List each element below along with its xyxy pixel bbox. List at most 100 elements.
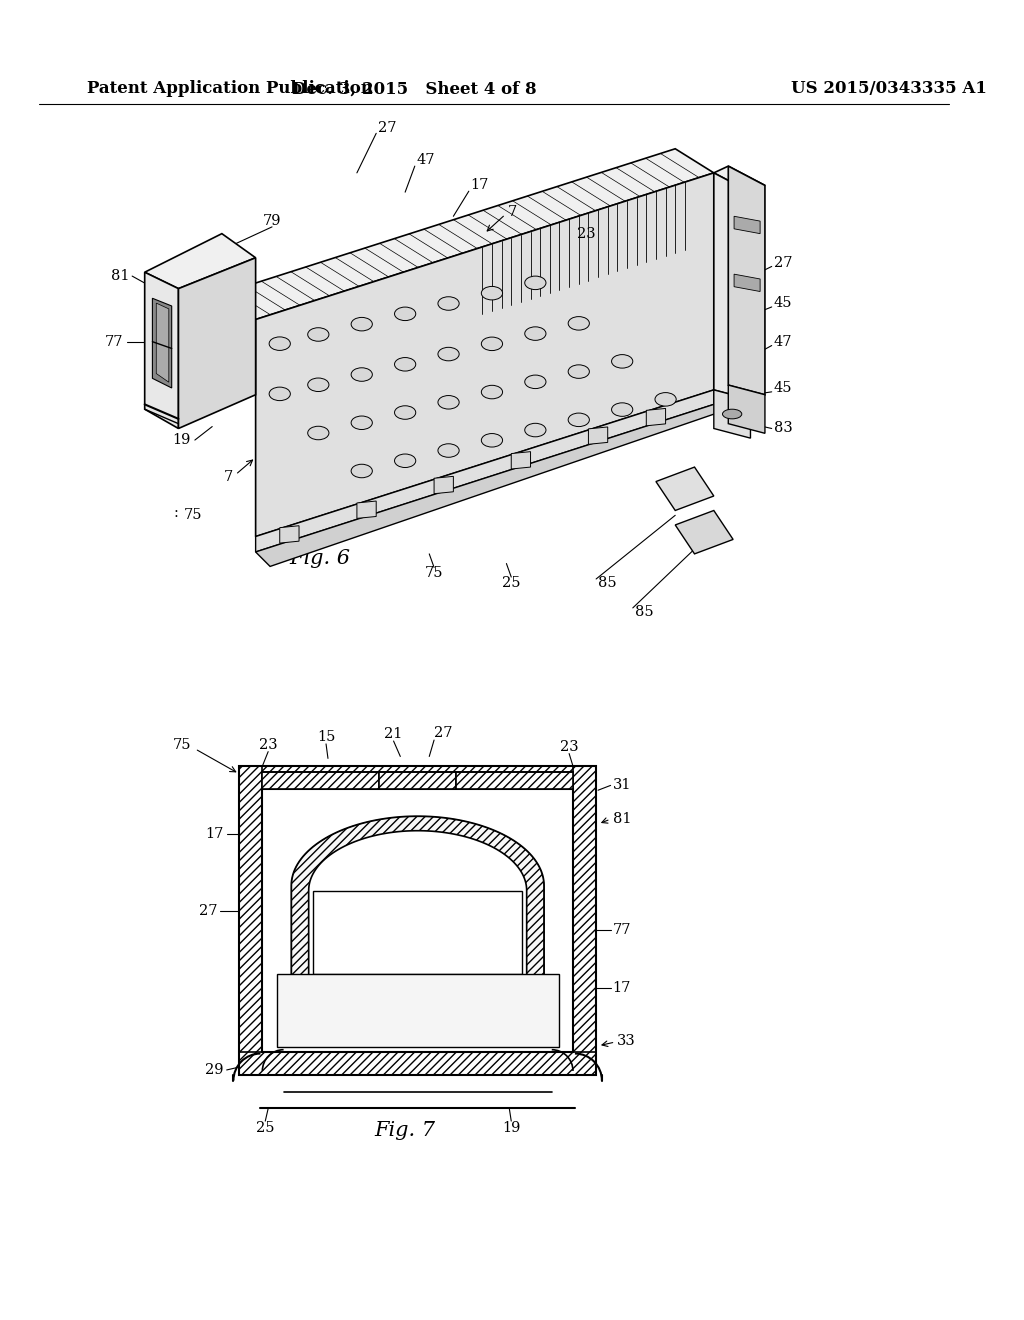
- Text: Fig. 6: Fig. 6: [290, 549, 351, 568]
- Polygon shape: [646, 408, 666, 426]
- Text: 79: 79: [409, 911, 427, 924]
- Polygon shape: [276, 974, 558, 1047]
- Text: Fig. 7: Fig. 7: [375, 1121, 435, 1140]
- Polygon shape: [728, 385, 765, 433]
- Ellipse shape: [351, 317, 373, 331]
- Polygon shape: [457, 772, 573, 789]
- Polygon shape: [714, 389, 751, 438]
- Ellipse shape: [438, 444, 459, 457]
- Text: 17: 17: [206, 826, 224, 841]
- Polygon shape: [714, 166, 765, 193]
- Polygon shape: [262, 772, 379, 789]
- Polygon shape: [144, 234, 256, 289]
- Text: 35: 35: [409, 1003, 427, 1018]
- Text: 31: 31: [612, 779, 631, 792]
- Text: 29: 29: [205, 1063, 224, 1077]
- Polygon shape: [144, 272, 178, 429]
- Polygon shape: [157, 304, 169, 383]
- Text: 47: 47: [417, 153, 435, 168]
- Ellipse shape: [481, 337, 503, 351]
- Ellipse shape: [351, 465, 373, 478]
- Text: 7: 7: [224, 470, 233, 483]
- Text: 45: 45: [773, 381, 793, 395]
- Ellipse shape: [611, 403, 633, 416]
- Ellipse shape: [269, 337, 291, 350]
- Polygon shape: [256, 173, 714, 536]
- Text: 19: 19: [173, 433, 191, 447]
- Text: 79: 79: [263, 214, 282, 228]
- Ellipse shape: [524, 327, 546, 341]
- Ellipse shape: [394, 454, 416, 467]
- Text: 81: 81: [111, 269, 129, 282]
- Text: 23: 23: [577, 227, 596, 240]
- Text: 75: 75: [172, 738, 191, 752]
- Polygon shape: [675, 511, 733, 554]
- Polygon shape: [178, 257, 256, 429]
- Ellipse shape: [524, 375, 546, 388]
- Text: 45: 45: [285, 537, 303, 552]
- Polygon shape: [291, 816, 544, 998]
- Polygon shape: [217, 149, 714, 319]
- Polygon shape: [313, 891, 522, 974]
- Polygon shape: [308, 830, 526, 979]
- Polygon shape: [734, 275, 760, 292]
- Polygon shape: [434, 477, 454, 494]
- Text: 17: 17: [471, 178, 489, 193]
- Polygon shape: [256, 404, 728, 566]
- Text: 21: 21: [384, 727, 402, 742]
- Polygon shape: [256, 389, 714, 552]
- Ellipse shape: [438, 297, 459, 310]
- Text: 23: 23: [259, 738, 278, 752]
- Text: 41: 41: [552, 847, 570, 862]
- Text: 27: 27: [434, 726, 453, 741]
- Text: 27: 27: [378, 120, 396, 135]
- Ellipse shape: [723, 409, 741, 418]
- Ellipse shape: [481, 385, 503, 399]
- Ellipse shape: [394, 358, 416, 371]
- Ellipse shape: [351, 416, 373, 429]
- Text: US 2015/0343335 A1: US 2015/0343335 A1: [791, 81, 987, 98]
- Polygon shape: [656, 467, 714, 511]
- Text: 45: 45: [773, 296, 793, 310]
- Polygon shape: [240, 1052, 596, 1074]
- Text: 85: 85: [635, 605, 653, 619]
- Text: 77: 77: [612, 923, 631, 937]
- Text: 83: 83: [773, 421, 793, 436]
- Text: 7: 7: [507, 206, 517, 219]
- Ellipse shape: [524, 424, 546, 437]
- Ellipse shape: [394, 308, 416, 321]
- Text: 75: 75: [425, 566, 443, 581]
- Ellipse shape: [481, 286, 503, 300]
- Text: 47: 47: [773, 335, 793, 348]
- Text: 33: 33: [617, 1034, 636, 1048]
- Text: :: :: [174, 507, 178, 520]
- Ellipse shape: [524, 276, 546, 289]
- Polygon shape: [240, 766, 262, 1074]
- Ellipse shape: [568, 364, 590, 379]
- Ellipse shape: [568, 413, 590, 426]
- Polygon shape: [240, 766, 596, 789]
- Polygon shape: [153, 298, 172, 388]
- Ellipse shape: [481, 433, 503, 447]
- Polygon shape: [734, 216, 760, 234]
- Text: 23: 23: [560, 739, 579, 754]
- Text: 81: 81: [612, 812, 631, 826]
- Polygon shape: [379, 772, 457, 789]
- Ellipse shape: [351, 368, 373, 381]
- Text: 27: 27: [199, 904, 217, 917]
- Polygon shape: [728, 166, 765, 395]
- Polygon shape: [573, 766, 596, 1074]
- Text: 19: 19: [502, 1121, 520, 1135]
- Ellipse shape: [655, 392, 676, 407]
- Ellipse shape: [269, 387, 291, 401]
- Ellipse shape: [394, 405, 416, 420]
- Text: 15: 15: [316, 730, 335, 744]
- Ellipse shape: [611, 355, 633, 368]
- Text: 27: 27: [773, 256, 793, 269]
- Polygon shape: [511, 451, 530, 469]
- Ellipse shape: [307, 327, 329, 342]
- Text: 37: 37: [409, 935, 427, 949]
- Polygon shape: [714, 173, 751, 400]
- Text: 40: 40: [264, 847, 284, 862]
- Ellipse shape: [438, 347, 459, 360]
